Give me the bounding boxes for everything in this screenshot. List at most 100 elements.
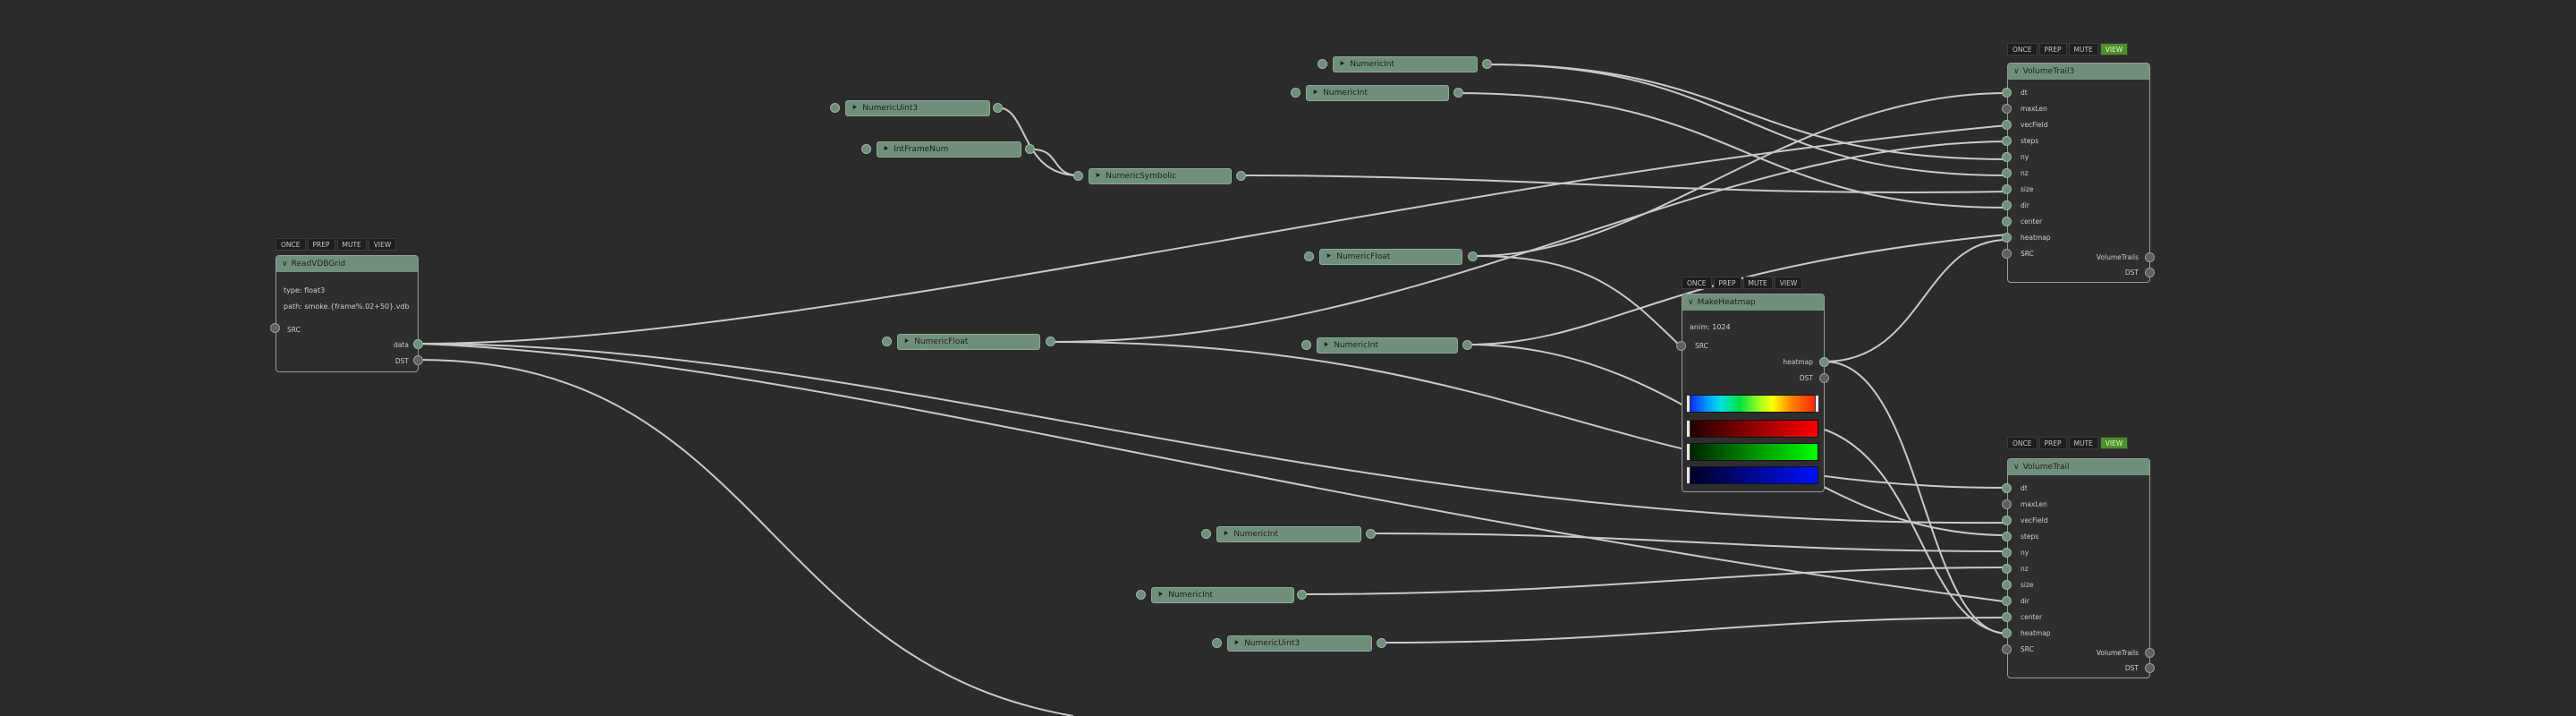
chip-numeric-float-1-in[interactable] <box>1304 251 1314 261</box>
input-socket-center[interactable] <box>2002 612 2012 622</box>
mute-button[interactable]: MUTE <box>1742 277 1773 289</box>
input-socket-size[interactable] <box>2002 184 2012 194</box>
input-socket-ny[interactable] <box>2002 548 2012 558</box>
prep-button[interactable]: PREP <box>1713 277 1741 289</box>
input-socket-vecfield[interactable] <box>2002 516 2012 525</box>
node-header[interactable]: ∨ VolumeTrail <box>2008 459 2149 475</box>
volume-bottom-trails-socket[interactable] <box>2145 648 2155 658</box>
chip-numeric-uint3[interactable]: ⯈ NumericUint3 <box>845 100 990 116</box>
chip-numeric-float-1[interactable]: ⯈ NumericFloat <box>1319 249 1462 265</box>
input-socket-dt[interactable] <box>2002 88 2012 98</box>
input-socket-nz[interactable] <box>2002 168 2012 178</box>
input-socket-dir[interactable] <box>2002 596 2012 606</box>
volume-top-dst-socket[interactable] <box>2145 268 2155 277</box>
read-data-socket[interactable] <box>413 339 423 349</box>
input-socket-src[interactable] <box>2002 249 2012 259</box>
read-vdb-grid-node[interactable]: ∨ ReadVDBGrid type: float3 path: smoke.{f… <box>275 255 419 372</box>
chip-numeric-int-5[interactable]: ⯈ NumericInt <box>1151 587 1294 603</box>
chip-numeric-int-5-in[interactable] <box>1136 590 1146 600</box>
input-socket-steps[interactable] <box>2002 136 2012 146</box>
input-socket-ny[interactable] <box>2002 152 2012 162</box>
ramp-handle[interactable] <box>1686 466 1690 484</box>
chip-numeric-int-2-in[interactable] <box>1291 88 1301 98</box>
read-src-socket[interactable] <box>270 323 280 333</box>
volume-top-trails-socket[interactable] <box>2145 252 2155 262</box>
chip-numeric-int-1[interactable]: ⯈ NumericInt <box>1333 56 1478 72</box>
prep-button[interactable]: PREP <box>307 238 335 251</box>
anim-param[interactable]: anim: 1024 <box>1690 323 1731 331</box>
volume-bottom-dst-socket[interactable] <box>2145 663 2155 673</box>
heatmap-out-socket[interactable] <box>1819 357 1829 367</box>
chip-numeric-int-3-in[interactable] <box>1301 340 1311 350</box>
input-socket-dir[interactable] <box>2002 200 2012 210</box>
input-socket-steps[interactable] <box>2002 532 2012 541</box>
chip-numeric-float-1-out[interactable] <box>1468 251 1478 261</box>
ramp-handle[interactable] <box>1815 395 1819 413</box>
chip-numeric-uint3-in[interactable] <box>830 103 840 113</box>
node-header[interactable]: ∨ VolumeTrail3 <box>2008 64 2149 80</box>
chevron-down-icon[interactable]: ∨ <box>2013 463 2020 472</box>
mute-button[interactable]: MUTE <box>336 238 367 251</box>
chip-numeric-symbolic-in[interactable] <box>1073 171 1083 181</box>
heatmap-color-ramp[interactable] <box>1688 395 1818 413</box>
chip-int-frame-num[interactable]: ⯈ IntFrameNum <box>877 141 1021 158</box>
node-header[interactable]: ∨ MakeHeatmap <box>1682 294 1824 311</box>
chip-int-frame-num-out[interactable] <box>1025 144 1035 154</box>
input-socket-src[interactable] <box>2002 644 2012 654</box>
input-socket-dt[interactable] <box>2002 483 2012 493</box>
view-button[interactable]: VIEW <box>1774 277 1803 289</box>
ramp-handle[interactable] <box>1686 420 1690 438</box>
chip-numeric-int-3-out[interactable] <box>1462 340 1472 350</box>
path-param[interactable]: path: smoke.{frame%.02+50}.vdb <box>284 303 410 311</box>
chip-numeric-int-3[interactable]: ⯈ NumericInt <box>1317 337 1458 354</box>
once-button[interactable]: ONCE <box>275 238 306 251</box>
input-socket-heatmap[interactable] <box>2002 233 2012 243</box>
chip-numeric-int-2[interactable]: ⯈ NumericInt <box>1306 85 1449 101</box>
view-button[interactable]: VIEW <box>368 238 397 251</box>
chip-numeric-uint3-2-in[interactable] <box>1212 638 1222 648</box>
input-socket-center[interactable] <box>2002 217 2012 226</box>
type-param[interactable]: type: float3 <box>284 286 325 294</box>
chip-numeric-int-1-in[interactable] <box>1318 59 1327 69</box>
prep-button[interactable]: PREP <box>2038 437 2067 449</box>
chip-numeric-int-2-out[interactable] <box>1453 88 1463 98</box>
chip-numeric-uint3-2-out[interactable] <box>1377 638 1386 648</box>
chip-numeric-uint3-2[interactable]: ⯈ NumericUint3 <box>1227 635 1372 652</box>
chip-numeric-symbolic-out[interactable] <box>1236 171 1246 181</box>
input-socket-maxlen[interactable] <box>2002 499 2012 509</box>
prep-button[interactable]: PREP <box>2038 43 2067 55</box>
red-channel-ramp[interactable] <box>1688 420 1818 438</box>
mute-button[interactable]: MUTE <box>2068 437 2098 449</box>
chevron-down-icon[interactable]: ∨ <box>2013 67 2020 76</box>
chip-numeric-float-2-out[interactable] <box>1046 337 1055 346</box>
chip-numeric-int-4-in[interactable] <box>1201 529 1211 539</box>
read-dst-socket[interactable] <box>413 355 423 365</box>
chip-numeric-int-4-out[interactable] <box>1366 529 1376 539</box>
chip-numeric-int-1-out[interactable] <box>1482 59 1492 69</box>
input-socket-vecfield[interactable] <box>2002 120 2012 130</box>
ramp-handle[interactable] <box>1686 395 1690 413</box>
chip-numeric-int-4[interactable]: ⯈ NumericInt <box>1216 526 1361 542</box>
mute-button[interactable]: MUTE <box>2068 43 2098 55</box>
once-button[interactable]: ONCE <box>2007 43 2038 55</box>
volume-trail-top-node[interactable]: ∨ VolumeTrail3 dt maxLen vecField steps ny nz s… <box>2007 63 2150 283</box>
chip-numeric-float-2-in[interactable] <box>882 337 892 346</box>
chevron-down-icon[interactable]: ∨ <box>282 260 288 268</box>
chip-numeric-float-2[interactable]: ⯈ NumericFloat <box>897 334 1040 350</box>
once-button[interactable]: ONCE <box>1682 277 1712 289</box>
view-button[interactable]: VIEW <box>2099 437 2129 449</box>
chip-numeric-uint3-out[interactable] <box>993 103 1003 113</box>
input-socket-heatmap[interactable] <box>2002 628 2012 638</box>
input-socket-size[interactable] <box>2002 580 2012 590</box>
green-channel-ramp[interactable] <box>1688 443 1818 461</box>
input-socket-nz[interactable] <box>2002 564 2012 574</box>
input-socket-maxlen[interactable] <box>2002 104 2012 114</box>
once-button[interactable]: ONCE <box>2007 437 2038 449</box>
make-heatmap-node[interactable]: ∨ MakeHeatmap anim: 1024 SRC heatmap DST <box>1682 294 1825 492</box>
chip-numeric-symbolic[interactable]: ⯈ NumericSymbolic <box>1089 168 1232 184</box>
view-button[interactable]: VIEW <box>2099 43 2129 55</box>
heatmap-dst-socket[interactable] <box>1819 373 1829 383</box>
ramp-handle[interactable] <box>1686 443 1690 461</box>
chip-int-frame-num-in[interactable] <box>861 144 871 154</box>
